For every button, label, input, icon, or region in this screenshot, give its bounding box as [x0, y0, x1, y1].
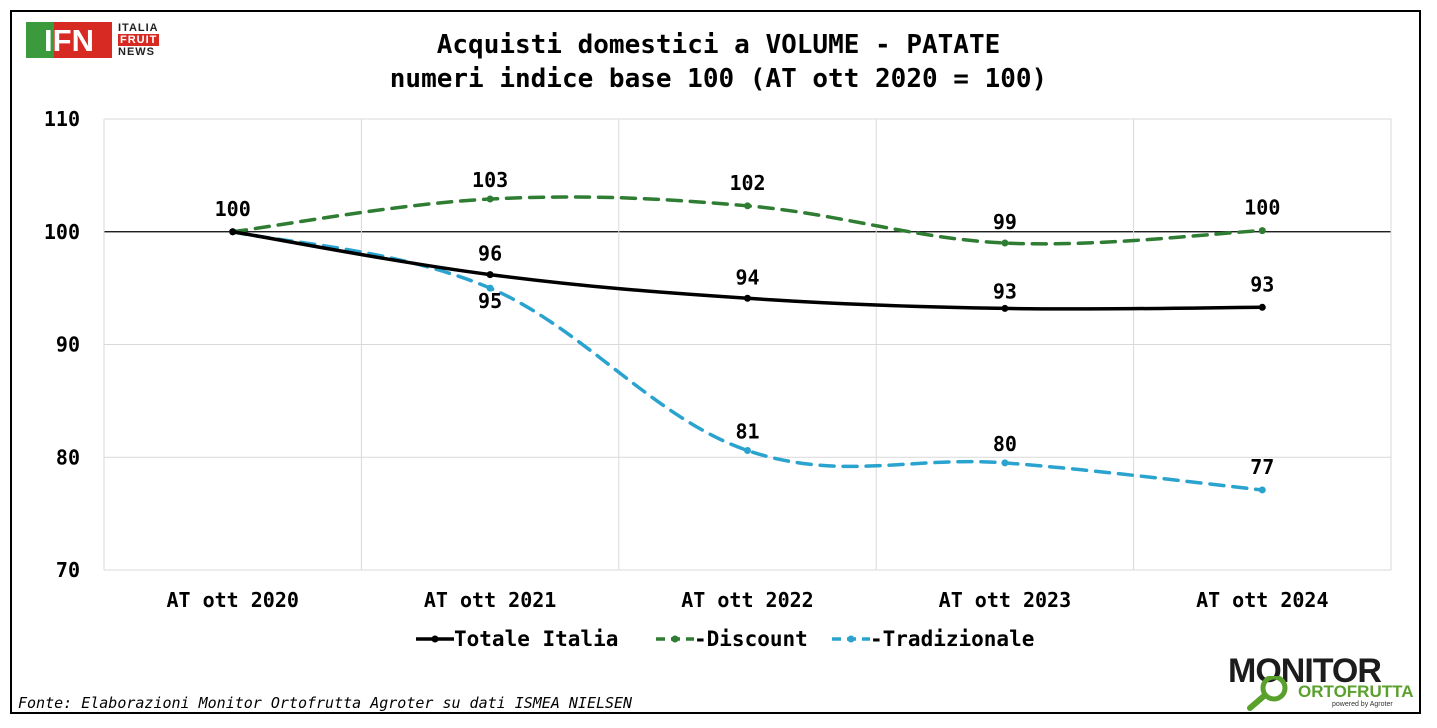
logo-word-2: FRUIT: [118, 34, 160, 46]
chart-subtitle: numeri indice base 100 (AT ott 2020 = 10…: [389, 64, 1048, 94]
brand-tagline: powered by Agroter: [1332, 701, 1393, 708]
monitor-ortofrutta-logo: MONITOR ORTOFRUTTA powered by Agroter: [1228, 652, 1414, 712]
data-point-totale-italia: [1001, 304, 1009, 312]
x-axis-ticks: AT ott 2020 AT ott 2021 AT ott 2022 AT ott …: [166, 588, 1328, 612]
legend-label-discount: -Discount: [694, 627, 808, 651]
data-label-tradizionale: 80: [993, 432, 1017, 456]
data-label-discount: 99: [993, 210, 1017, 234]
data-point-tradizionale: [486, 284, 494, 292]
data-label-discount: 100: [1244, 196, 1280, 220]
ifn-logo-mark: IFN: [26, 22, 112, 58]
data-labels: 95 81 80 77 100 103 102 99 100 96 94 93 93: [215, 168, 1281, 479]
ifn-logo: IFN ITALIA FRUIT NEWS: [26, 22, 160, 58]
legend-marker-discount: [671, 635, 679, 643]
gridlines: [103, 118, 1392, 571]
series-group: [229, 195, 1266, 494]
x-tick-label: AT ott 2021: [424, 588, 556, 612]
x-tick-label: AT ott 2023: [939, 588, 1071, 612]
x-tick-label: AT ott 2020: [166, 588, 298, 612]
data-label-discount: 103: [472, 168, 508, 192]
data-point-totale-italia: [229, 228, 237, 236]
data-point-tradizionale: [744, 446, 751, 454]
y-tick-label: 110: [44, 107, 80, 131]
legend: Totale Italia -Discount -Tradizionale: [416, 627, 1034, 651]
legend-label-totale-italia: Totale Italia: [454, 627, 618, 651]
ifn-logo-words: ITALIA FRUIT NEWS: [118, 22, 160, 58]
brand-name-2: ORTOFRUTTA: [1298, 682, 1414, 701]
data-label-totale-italia: 93: [1250, 272, 1274, 296]
logo-word-1: ITALIA: [118, 22, 159, 34]
logo-word-3: NEWS: [118, 46, 155, 58]
data-point-discount: [1001, 239, 1009, 247]
chart-frame: [10, 10, 1421, 714]
data-point-discount: [744, 202, 751, 210]
y-tick-label: 100: [44, 220, 80, 244]
data-label-totale-italia: 94: [735, 265, 759, 289]
legend-marker-tradizionale: [847, 635, 855, 643]
brand-name-1: MONITOR: [1228, 652, 1382, 690]
data-point-tradizionale: [1258, 486, 1266, 494]
data-point-discount: [1258, 227, 1266, 235]
magnifier-icon: [1247, 676, 1288, 711]
y-axis-ticks: 70 80 90 100 110: [44, 107, 80, 582]
data-point-totale-italia: [486, 271, 494, 279]
y-tick-label: 90: [56, 333, 80, 357]
data-point-discount: [486, 195, 494, 203]
data-label-tradizionale: 81: [735, 419, 759, 443]
chart-title: Acquisti domestici a VOLUME - PATATE: [436, 30, 1001, 60]
data-point-totale-italia: [1258, 303, 1266, 311]
y-tick-label: 80: [56, 445, 80, 469]
data-label-totale-italia: 93: [993, 279, 1017, 303]
data-label-tradizionale: 95: [478, 289, 502, 313]
source-note: Fonte: Elaborazioni Monitor Ortofrutta A…: [18, 694, 633, 712]
legend-marker-totale-italia: [431, 635, 439, 643]
data-label-discount: 100: [215, 197, 251, 221]
data-point-tradizionale: [1001, 459, 1009, 467]
y-tick-label: 70: [56, 558, 80, 582]
x-tick-label: AT ott 2022: [681, 588, 813, 612]
ifn-logo-letters: IFN: [44, 23, 94, 58]
data-label-tradizionale: 77: [1250, 455, 1274, 479]
x-tick-label: AT ott 2024: [1196, 588, 1328, 612]
data-label-discount: 102: [729, 171, 765, 195]
data-point-totale-italia: [744, 294, 751, 302]
legend-label-tradizionale: -Tradizionale: [870, 627, 1034, 651]
data-label-totale-italia: 96: [478, 242, 502, 266]
